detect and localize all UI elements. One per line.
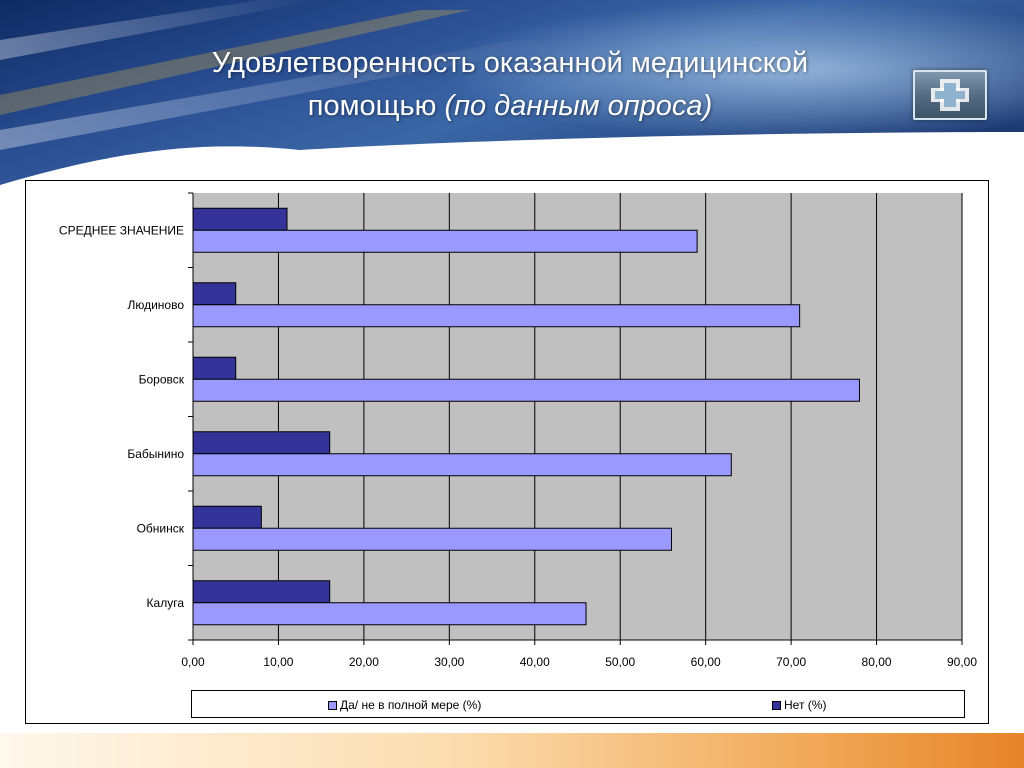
category-label: Обнинск bbox=[137, 521, 185, 535]
legend-item-yes-partial: Да/ не в полной мере (%) bbox=[328, 698, 481, 712]
category-label: Людиново bbox=[127, 298, 184, 312]
medical-cross-icon bbox=[913, 70, 987, 120]
bar-yes-partial bbox=[192, 453, 732, 477]
category-label: Бабынино bbox=[127, 447, 184, 461]
bar-yes-partial bbox=[192, 378, 860, 402]
bar-no bbox=[192, 356, 237, 380]
bar-yes-partial bbox=[192, 304, 801, 328]
slide-title: Удовлетворенность оказанной медицинской … bbox=[80, 42, 940, 128]
plot-background bbox=[193, 193, 962, 640]
gridlines bbox=[277, 193, 963, 640]
x-tick-label: 10,00 bbox=[263, 655, 293, 669]
x-tick-label: 20,00 bbox=[349, 655, 379, 669]
axis-labels: 0,00 10,00 20,00 30,00 40,00 50,00 60,00 70,00 8… bbox=[59, 223, 977, 669]
legend-label-yes-partial: Да/ не в полной мере (%) bbox=[340, 698, 482, 712]
bar-yes-partial bbox=[192, 229, 698, 253]
x-tick-label: 50,00 bbox=[605, 655, 635, 669]
x-tick-label: 80,00 bbox=[862, 655, 892, 669]
x-tick-label: 30,00 bbox=[434, 655, 464, 669]
title-line-2-italic: (по данным опроса) bbox=[444, 90, 713, 122]
category-label: Калуга bbox=[147, 596, 185, 610]
bar-no bbox=[192, 580, 331, 604]
bar-no bbox=[192, 505, 262, 529]
x-tick-label: 60,00 bbox=[691, 655, 721, 669]
chart-frame: 0,00 10,00 20,00 30,00 40,00 50,00 60,00 70,00 8… bbox=[25, 180, 989, 724]
x-tick-label: 90,00 bbox=[947, 655, 977, 669]
bar-yes-partial bbox=[192, 602, 587, 626]
x-tick-label: 0,00 bbox=[181, 655, 205, 669]
axes bbox=[188, 192, 963, 645]
x-tick-label: 70,00 bbox=[776, 655, 806, 669]
chart-legend: Да/ не в полной мере (%) Нет (%) bbox=[191, 690, 965, 718]
medical-cross-glyph bbox=[931, 79, 969, 111]
category-label: СРЕДНЕЕ ЗНАЧЕНИЕ bbox=[59, 223, 184, 237]
footer-band bbox=[0, 733, 1024, 768]
category-label: Боровск bbox=[139, 372, 185, 386]
title-line-2: помощью (по данным опроса) bbox=[80, 85, 940, 128]
legend-label-no: Нет (%) bbox=[784, 698, 827, 712]
legend-swatch-no bbox=[772, 700, 781, 710]
bar-chart: 0,00 10,00 20,00 30,00 40,00 50,00 60,00 70,00 8… bbox=[59, 192, 977, 669]
plot-area bbox=[193, 193, 962, 640]
bar-no bbox=[192, 431, 331, 455]
title-line-2-plain: помощью bbox=[307, 90, 445, 122]
legend-item-no: Нет (%) bbox=[772, 698, 826, 712]
bar-yes-partial bbox=[192, 527, 672, 551]
legend-swatch-yes-partial bbox=[328, 700, 337, 710]
title-line-1: Удовлетворенность оказанной медицинской bbox=[211, 47, 809, 79]
bar-no bbox=[192, 207, 288, 231]
bar-no bbox=[192, 282, 237, 306]
bars bbox=[192, 207, 860, 626]
x-tick-label: 40,00 bbox=[520, 655, 550, 669]
header-banner: Удовлетворенность оказанной медицинской … bbox=[0, 0, 1024, 200]
